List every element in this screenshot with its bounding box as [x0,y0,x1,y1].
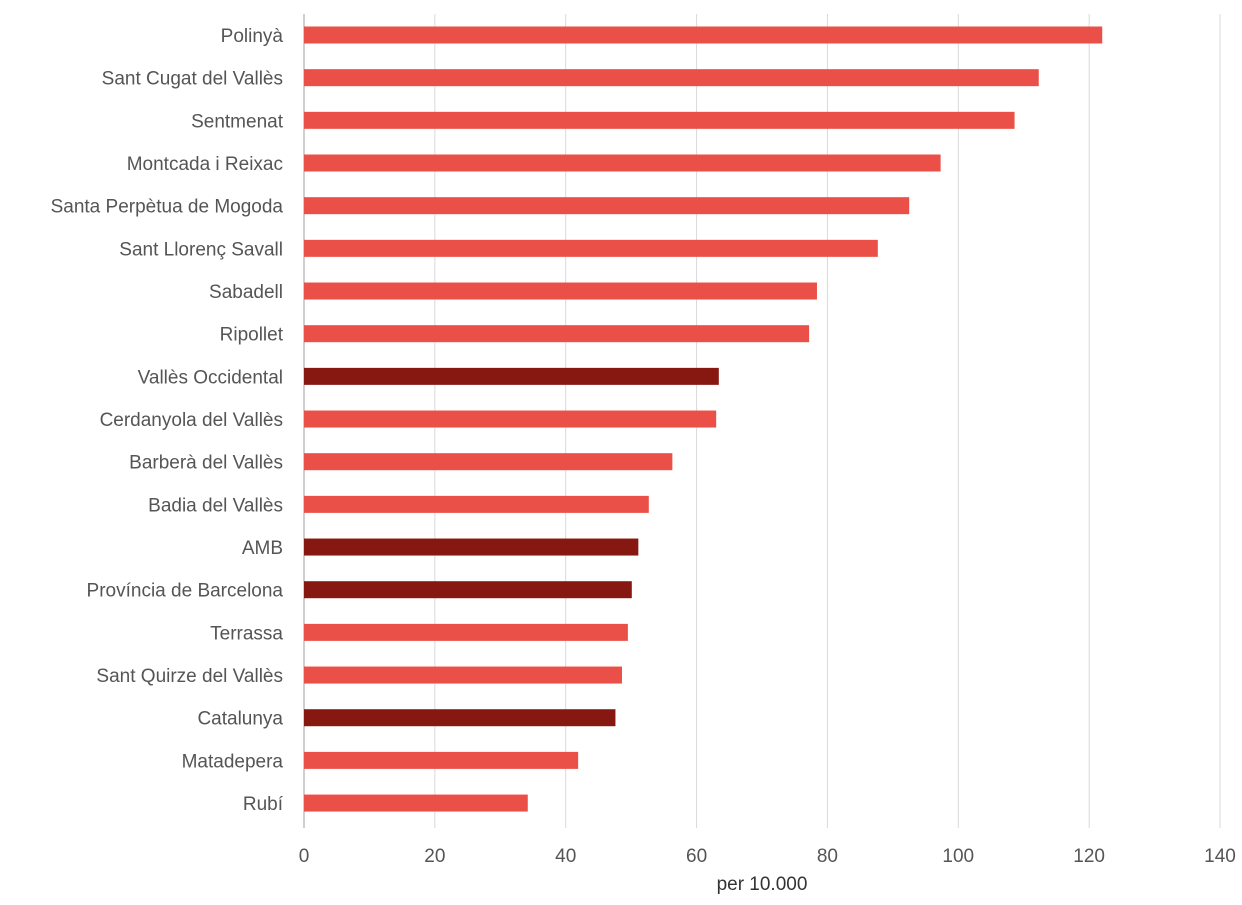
category-label: Vallès Occidental [138,367,283,388]
bar [304,538,639,556]
category-label: Província de Barcelona [87,581,284,602]
bar [304,794,528,812]
bars [304,26,1103,812]
category-label: Montcada i Reixac [127,154,283,175]
bar [304,26,1103,44]
bar [304,154,941,172]
bar [304,453,673,471]
bar [304,623,628,641]
x-tick-labels: 0 20 40 60 80 100 120 140 [299,846,1236,867]
category-label: Sant Cugat del Vallès [102,69,283,90]
category-label: Polinyà [221,26,284,47]
category-label: Catalunya [197,709,283,730]
category-label: Badia del Vallès [148,495,283,516]
category-label: AMB [242,538,283,559]
x-tick-label: 20 [424,846,445,867]
bar [304,367,719,385]
bar [304,581,632,599]
category-label: Ripollet [220,325,284,346]
category-label: Matadepera [182,751,284,772]
category-label: Terrassa [210,623,283,644]
bar [304,325,810,343]
x-tick-label: 80 [817,846,838,867]
grid-lines [303,14,1221,828]
category-label: Cerdanyola del Vallès [100,410,283,431]
category-label: Sant Llorenç Savall [119,239,283,260]
x-tick-label: 140 [1204,846,1236,867]
x-axis-title: per 10.000 [717,874,808,895]
x-tick-label: 0 [299,846,310,867]
category-label: Sant Quirze del Vallès [96,666,283,687]
bar [304,197,910,215]
bar [304,666,622,684]
bar [304,282,817,300]
bar [304,495,649,513]
category-label: Sentmenat [191,111,284,132]
category-label: Barberà del Vallès [129,453,283,474]
bar [304,69,1039,87]
bar [304,111,1015,129]
bar [304,751,579,769]
x-tick-label: 120 [1073,846,1105,867]
category-labels: Polinyà Sant Cugat del Vallès Sentmenat Mon… [51,26,284,815]
bar [304,709,616,727]
x-tick-label: 40 [555,846,576,867]
category-label: Santa Perpètua de Mogoda [51,197,284,218]
x-tick-label: 100 [942,846,974,867]
bar [304,239,878,257]
category-label: Sabadell [209,282,283,303]
bar [304,410,717,428]
category-label: Rubí [243,794,284,815]
x-tick-label: 60 [686,846,707,867]
